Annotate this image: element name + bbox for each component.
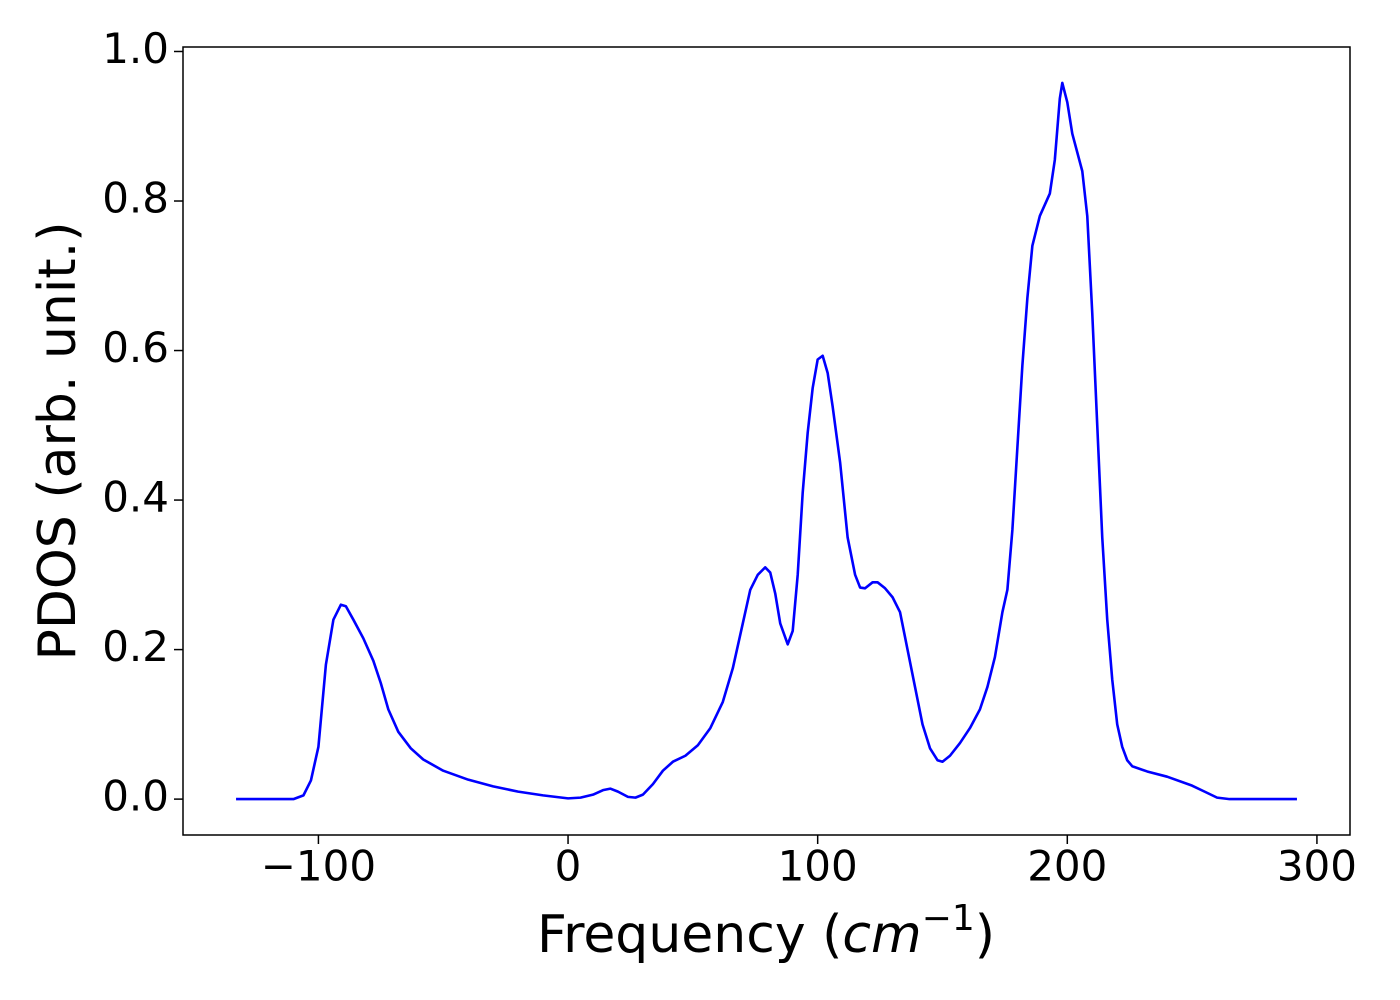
y-tick-label: 0.0 [102, 772, 169, 821]
y-tick-label: 0.8 [102, 174, 169, 223]
x-tick-label: 200 [1027, 842, 1107, 891]
x-tick-label: −100 [261, 842, 376, 891]
x-tick-label: 300 [1277, 842, 1357, 891]
plot-frame [182, 46, 1351, 836]
x-label-text: Frequency ( [537, 905, 842, 965]
x-label-sup: −1 [922, 898, 975, 939]
x-tick-label: 0 [555, 842, 582, 891]
data-line [236, 81, 1297, 801]
x-label-math: cm [842, 905, 921, 965]
y-axis-label: PDOS (arb. unit.) [28, 221, 88, 660]
x-tick-label: 100 [778, 842, 858, 891]
x-axis-label: Frequency (cm−1) [537, 898, 995, 965]
y-tick-label: 0.2 [102, 622, 169, 671]
y-tick-label: 1.0 [102, 24, 169, 73]
y-tick-label: 0.6 [102, 323, 169, 372]
y-tick-label: 0.4 [102, 473, 169, 522]
x-label-close: ) [975, 905, 995, 965]
